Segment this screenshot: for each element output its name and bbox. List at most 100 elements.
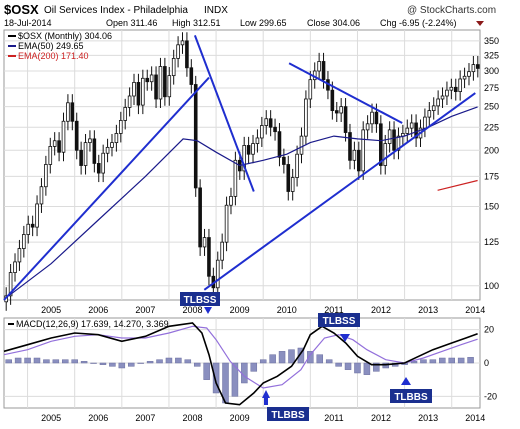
candle-body xyxy=(30,223,35,228)
legend-price: $OSX (Monthly) 304.06 xyxy=(18,31,112,41)
annotation-text: TLBBS xyxy=(271,410,305,421)
candle-body xyxy=(409,122,414,129)
price-tick-label: 200 xyxy=(484,145,499,155)
candle-body xyxy=(13,261,17,273)
ohlc-change: Chg -6.95 (-2.24%) xyxy=(380,18,457,28)
candle-body xyxy=(202,237,207,248)
candle-body xyxy=(387,129,392,144)
candle-body xyxy=(379,123,383,166)
price-tick-label: 100 xyxy=(484,281,499,291)
candle-body xyxy=(79,149,83,166)
macd-histogram-bar xyxy=(175,357,182,364)
watermark: @ StockCharts.com xyxy=(407,5,496,16)
x-tick-label: 2009 xyxy=(230,305,250,315)
x-tick-label: 2014 xyxy=(465,305,485,315)
trendline xyxy=(3,76,210,301)
candle-body xyxy=(361,129,366,172)
candle-body xyxy=(198,187,202,248)
macd-histogram-bar xyxy=(156,359,163,364)
candle-body xyxy=(396,135,401,151)
candle-body xyxy=(290,177,295,192)
candle-body xyxy=(343,106,348,133)
candle-body xyxy=(132,82,136,97)
arrow-up-icon xyxy=(262,390,270,398)
chart-symbol: $OSX xyxy=(4,2,39,17)
candle-body xyxy=(61,120,66,153)
x-axis-top: 2005 2006 2007 2008 2009 2010 2011 2012 2013 2014 xyxy=(41,305,485,315)
candle-body xyxy=(101,152,105,174)
candle-body xyxy=(8,272,13,297)
macd-histogram-bar xyxy=(193,362,201,367)
x-tick-label: 2008 xyxy=(182,305,202,315)
macd-histogram-bar xyxy=(373,362,380,372)
candle-body xyxy=(118,120,123,134)
candle-body xyxy=(440,95,445,100)
candle-body xyxy=(286,164,291,192)
macd-histogram-bar xyxy=(33,357,41,364)
macd-histogram-bar xyxy=(307,351,314,364)
macd-histogram-bar xyxy=(241,362,248,384)
candle-body xyxy=(370,111,374,125)
macd-histogram-bar xyxy=(99,362,107,365)
candle-body xyxy=(436,98,440,107)
price-tick-label: 250 xyxy=(484,102,499,112)
candle-body xyxy=(282,156,286,165)
price-tick-label: 350 xyxy=(484,36,499,46)
x-tick-label: 2005 xyxy=(41,413,61,423)
annotation-text: TLBSS xyxy=(323,316,356,327)
candle-body xyxy=(374,111,379,125)
candle-body xyxy=(334,110,339,114)
candle-body xyxy=(141,77,145,106)
macd-histogram-bar xyxy=(5,359,12,364)
macd-histogram-bar xyxy=(71,359,78,364)
macd-histogram-bar xyxy=(118,362,126,369)
candle-body xyxy=(260,125,264,139)
candle-body xyxy=(189,67,194,85)
candle-body xyxy=(35,203,39,228)
x-tick-label: 2008 xyxy=(182,413,202,423)
ohlc-date: 18-Jul-2014 xyxy=(4,18,52,28)
candle-body xyxy=(154,74,158,100)
macd-histogram-bar xyxy=(90,362,97,364)
macd-histogram-bar xyxy=(165,357,173,364)
candle-body xyxy=(207,237,211,277)
macd-tick-label: 0 xyxy=(484,358,489,368)
candle-body xyxy=(22,234,26,249)
x-tick-label: 2013 xyxy=(418,413,438,423)
macd-histogram-bar xyxy=(420,359,427,364)
candle-body xyxy=(193,84,198,189)
price-tick-label: 225 xyxy=(484,122,499,132)
x-tick-label: 2012 xyxy=(371,413,391,423)
macd-histogram-bar xyxy=(288,349,295,364)
candle-body xyxy=(304,98,308,137)
x-tick-label: 2011 xyxy=(324,413,343,423)
arrow-down-icon xyxy=(340,334,350,342)
candle-body xyxy=(88,138,92,144)
macd-histogram-bar xyxy=(109,362,116,367)
candle-body xyxy=(26,223,31,235)
candle-body xyxy=(348,132,352,161)
annotation-box xyxy=(390,389,432,403)
candle-body xyxy=(352,149,357,161)
candle-body xyxy=(356,149,361,172)
x-tick-label: 2012 xyxy=(371,305,391,315)
macd-histogram-bar xyxy=(43,359,50,364)
chart-exchange: INDX xyxy=(204,5,228,16)
candle-body xyxy=(149,74,154,83)
candle-body xyxy=(458,78,462,93)
price-legend: $OSX (Monthly) 304.06 EMA(50) 249.65 EMA… xyxy=(8,31,112,61)
macd-histogram-bar xyxy=(62,359,69,364)
candle-body xyxy=(462,75,467,80)
macd-histogram-bar xyxy=(354,362,361,374)
ohlc-low: Low 299.65 xyxy=(240,18,287,28)
price-tick-label: 125 xyxy=(484,237,499,247)
candle-body xyxy=(277,131,282,158)
x-tick-label: 2009 xyxy=(230,413,250,423)
candle-body xyxy=(123,107,128,121)
macd-histogram-bar xyxy=(316,354,324,364)
candle-body xyxy=(414,122,418,139)
candle-body xyxy=(295,153,299,178)
x-tick-label: 2011 xyxy=(324,305,343,315)
candle-body xyxy=(233,159,238,197)
candle-body xyxy=(431,105,436,112)
